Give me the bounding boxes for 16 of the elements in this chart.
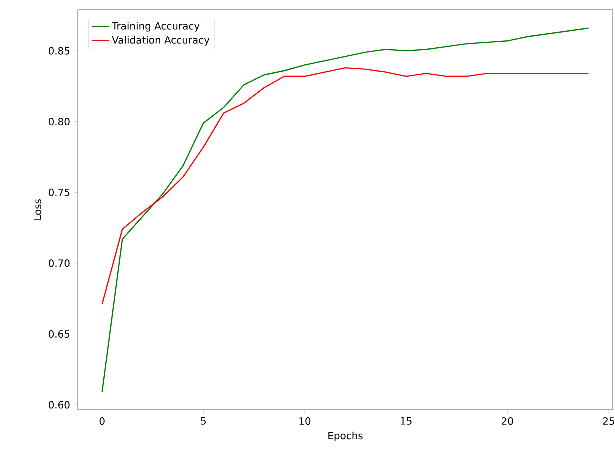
x-tick-label: 20 — [502, 417, 514, 426]
x-tick-label: 15 — [401, 418, 412, 425]
legend-label: Validation Accuracy — [112, 36, 210, 46]
y-tick-label: 0.65 — [48, 330, 70, 338]
y-tick-label: 0.85 — [48, 47, 70, 55]
y-tick-label: 0.75 — [48, 188, 70, 196]
x-tick-label: 25 — [603, 417, 614, 426]
y-tick-label: 0.60 — [48, 401, 70, 409]
legend-label: Training Accuracy — [112, 22, 200, 32]
y-tick-label: 0.70 — [48, 260, 70, 268]
x-tick-label: 10 — [300, 417, 311, 426]
y-tick-label: 0.80 — [48, 118, 70, 126]
y-axis-title: Loss — [34, 200, 42, 220]
x-tick-label: 5 — [201, 418, 206, 425]
x-axis-title: Epochs — [328, 432, 363, 442]
x-tick-label: 0 — [100, 417, 105, 426]
